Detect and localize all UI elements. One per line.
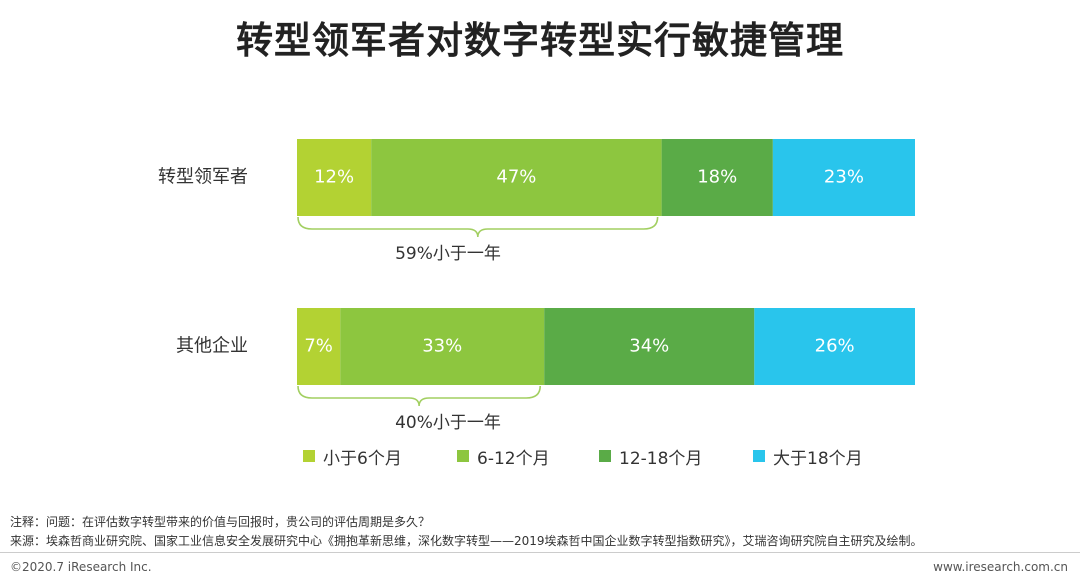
copyright: ©2020.7 iResearch Inc. xyxy=(10,560,152,574)
value-label-6-12-row1: 33% xyxy=(422,336,462,357)
value-label-6-12-row0: 47% xyxy=(496,167,536,188)
legend-swatch-12-18 xyxy=(599,450,611,462)
bar-12-18-row1 xyxy=(544,308,755,385)
bar-lt6-row1 xyxy=(297,308,341,385)
legend-label-lt6: 小于6个月 xyxy=(323,448,402,469)
brace-row0 xyxy=(297,216,659,238)
annotation-row0: 59%小于一年 xyxy=(395,244,501,264)
legend-item-gt18: 大于18个月 xyxy=(753,444,863,469)
source-note: 来源：埃森哲商业研究院、国家工业信息安全发展研究中心《拥抱革新思维，深化数字转型… xyxy=(10,534,923,548)
bar-12-18-row0 xyxy=(661,139,773,216)
legend-swatch-lt6 xyxy=(303,450,315,462)
legend-swatch-gt18 xyxy=(753,450,765,462)
bar-6-12-row0 xyxy=(371,139,662,216)
value-label-gt18-row0: 23% xyxy=(824,167,864,188)
legend-swatch-6-12 xyxy=(457,450,469,462)
legend-item-12-18: 12-18个月 xyxy=(599,444,753,469)
value-label-lt6-row0: 12% xyxy=(314,167,354,188)
bar-6-12-row1 xyxy=(340,308,545,385)
question-note: 注释：问题：在评估数字转型带来的价值与回报时，贵公司的评估周期是多久？ xyxy=(10,515,431,529)
footer-divider xyxy=(0,552,1080,553)
bar-gt18-row0 xyxy=(772,139,915,216)
website-link[interactable]: www.iresearch.com.cn xyxy=(933,560,1068,574)
bar-gt18-row1 xyxy=(754,308,915,385)
category-label-0: 转型领军者 xyxy=(158,167,248,188)
legend-item-lt6: 小于6个月 xyxy=(303,444,457,469)
legend-label-12-18: 12-18个月 xyxy=(619,448,703,469)
legend: 小于6个月 6-12个月 12-18个月 大于18个月 xyxy=(303,444,863,469)
value-label-12-18-row1: 34% xyxy=(629,336,669,357)
legend-item-6-12: 6-12个月 xyxy=(457,444,599,469)
brace-row1 xyxy=(297,385,541,407)
bar-lt6-row0 xyxy=(297,139,372,216)
annotation-row1: 40%小于一年 xyxy=(395,413,501,433)
value-label-gt18-row1: 26% xyxy=(815,336,855,357)
legend-label-gt18: 大于18个月 xyxy=(773,448,863,469)
chart-title: 转型领军者对数字转型实行敏捷管理 xyxy=(236,19,844,62)
value-label-lt6-row1: 7% xyxy=(304,336,333,357)
category-label-1: 其他企业 xyxy=(176,336,248,357)
legend-label-6-12: 6-12个月 xyxy=(477,448,550,469)
value-label-12-18-row0: 18% xyxy=(697,167,737,188)
